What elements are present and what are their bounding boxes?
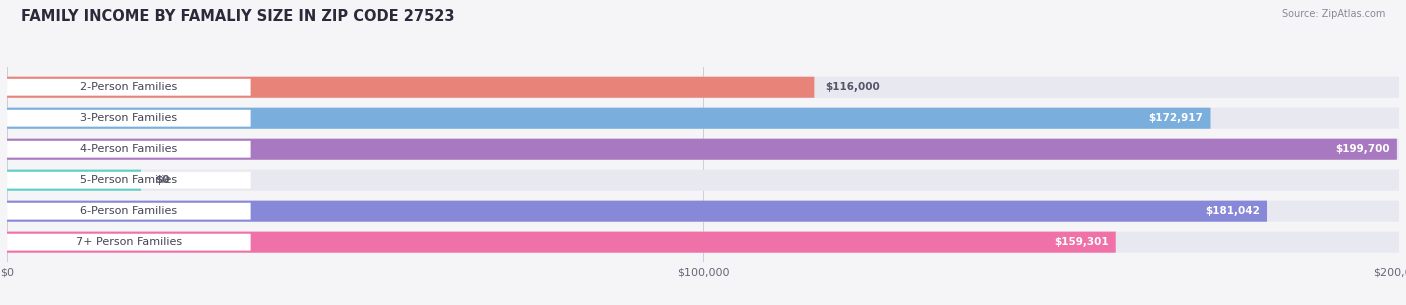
- Text: $116,000: $116,000: [825, 82, 880, 92]
- FancyBboxPatch shape: [7, 231, 1399, 253]
- Text: 6-Person Families: 6-Person Families: [80, 206, 177, 216]
- FancyBboxPatch shape: [7, 77, 1399, 98]
- Text: 2-Person Families: 2-Person Families: [80, 82, 177, 92]
- Text: $199,700: $199,700: [1336, 144, 1391, 154]
- FancyBboxPatch shape: [7, 172, 250, 188]
- Text: $0: $0: [155, 175, 170, 185]
- FancyBboxPatch shape: [7, 110, 250, 127]
- FancyBboxPatch shape: [7, 139, 1399, 160]
- FancyBboxPatch shape: [7, 77, 814, 98]
- FancyBboxPatch shape: [7, 108, 1399, 129]
- Text: $159,301: $159,301: [1054, 237, 1109, 247]
- FancyBboxPatch shape: [7, 234, 250, 251]
- FancyBboxPatch shape: [7, 201, 1399, 222]
- FancyBboxPatch shape: [7, 201, 1267, 222]
- FancyBboxPatch shape: [7, 170, 141, 191]
- FancyBboxPatch shape: [7, 79, 250, 96]
- FancyBboxPatch shape: [7, 231, 1116, 253]
- Text: $181,042: $181,042: [1205, 206, 1260, 216]
- Text: 7+ Person Families: 7+ Person Families: [76, 237, 181, 247]
- Text: $172,917: $172,917: [1149, 113, 1204, 123]
- Text: 3-Person Families: 3-Person Families: [80, 113, 177, 123]
- Text: Source: ZipAtlas.com: Source: ZipAtlas.com: [1281, 9, 1385, 19]
- FancyBboxPatch shape: [7, 139, 1398, 160]
- FancyBboxPatch shape: [7, 170, 1399, 191]
- Text: FAMILY INCOME BY FAMALIY SIZE IN ZIP CODE 27523: FAMILY INCOME BY FAMALIY SIZE IN ZIP COD…: [21, 9, 454, 24]
- FancyBboxPatch shape: [7, 108, 1211, 129]
- FancyBboxPatch shape: [7, 203, 250, 220]
- FancyBboxPatch shape: [7, 141, 250, 158]
- Text: 5-Person Families: 5-Person Families: [80, 175, 177, 185]
- Text: 4-Person Families: 4-Person Families: [80, 144, 177, 154]
